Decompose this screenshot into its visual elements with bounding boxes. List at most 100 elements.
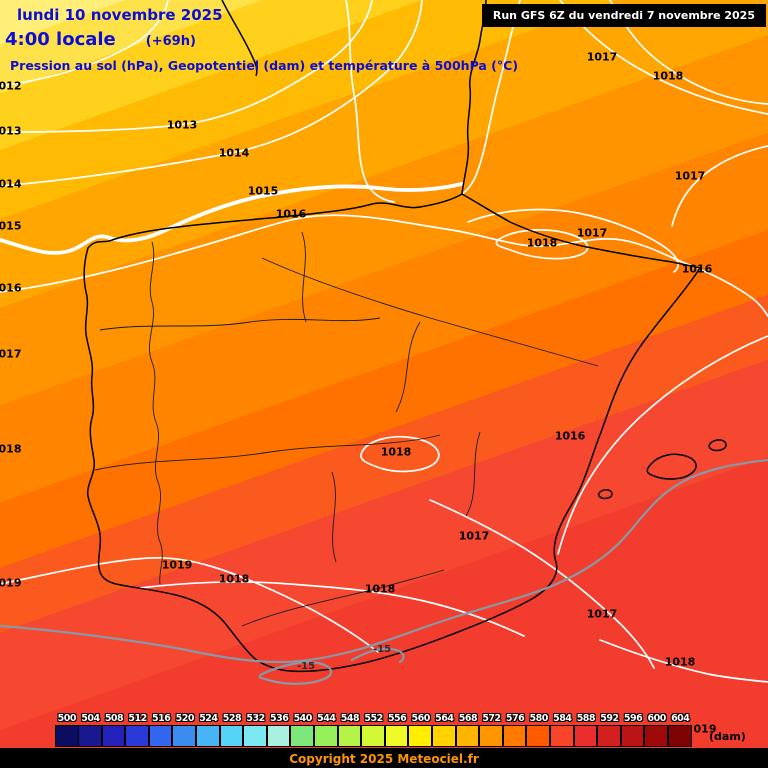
run-info-box: Run GFS 6Z du vendredi 7 novembre 2025: [481, 4, 766, 27]
scale-tick-label: 572: [482, 712, 501, 724]
scale-tick: 572: [479, 712, 504, 747]
scale-tick: 564: [432, 713, 457, 747]
scale-tick-label: 596: [623, 712, 643, 724]
scale-tick-label: 560: [411, 712, 431, 724]
scale-tick-label: 536: [269, 712, 289, 724]
scale-color-cell: [667, 725, 692, 747]
run-info-label: Run GFS 6Z du vendredi 7 novembre 2025: [492, 9, 755, 22]
scale-tick-label: 532: [246, 712, 265, 724]
scale-tick: 508: [101, 712, 126, 747]
scale-tick-label: 552: [364, 712, 383, 724]
scale-tick-label: 548: [340, 712, 360, 724]
isobar-label: 1018: [364, 582, 396, 596]
scale-tick: 592: [597, 712, 622, 747]
isobar-label: 1017: [586, 50, 618, 64]
scale-tick: 588: [573, 712, 598, 747]
scale-tick: 596: [620, 712, 645, 747]
scale-color-cell: [101, 725, 126, 747]
scale-tick-label: 512: [128, 712, 147, 724]
isobar-label: 1017: [586, 607, 618, 621]
scale-tick-label: 528: [222, 712, 242, 724]
scale-unit-label: (dam): [709, 729, 746, 743]
isobar-label: 1013: [166, 118, 198, 132]
scale-tick-label: 544: [317, 712, 336, 724]
scale-tick: 552: [361, 712, 386, 747]
scale-tick: 512: [125, 712, 150, 747]
scale-tick-label: 588: [576, 712, 596, 724]
isobar-label: 1018: [218, 572, 250, 586]
scale-tick-label: 504: [81, 712, 100, 724]
scale-tick: 584: [549, 713, 574, 747]
scale-color-cell: [384, 725, 409, 747]
scale-tick-label: 604: [671, 712, 690, 724]
scale-color-cell: [361, 725, 385, 747]
scale-tick: 568: [455, 712, 480, 747]
scale-color-cell: [432, 725, 456, 747]
scale-tick: 580: [526, 712, 551, 747]
header-block: lundi 10 novembre 2025 4:00 locale (+69h…: [0, 6, 518, 73]
time-row: 4:00 locale (+69h): [0, 29, 518, 50]
isobar-label: 1016: [554, 429, 586, 443]
scale-color-cell: [479, 725, 503, 747]
borders-rivers: [94, 231, 599, 627]
scale-color-cell: [243, 725, 267, 747]
scale-tick: 540: [290, 712, 315, 747]
scale-color-cell: [172, 725, 197, 747]
scale-tick-label: 540: [293, 712, 313, 724]
isotherm-label: -15: [296, 661, 316, 672]
scale-tick: 528: [219, 712, 244, 747]
forecast-offset-label: (+69h): [145, 34, 196, 49]
scale-tick: 500: [55, 712, 79, 747]
copyright-bar: Copyright 2025 Meteociel.fr: [0, 748, 768, 768]
scale-color-cell: [337, 725, 362, 747]
scale-color-cell: [290, 725, 315, 747]
scale-tick: 600: [644, 713, 669, 747]
scale-color-cell: [502, 725, 527, 747]
isobar-label: 1016: [681, 262, 713, 276]
scale-tick: 560: [408, 712, 433, 747]
scale-tick-label: 500: [57, 712, 77, 724]
scale-tick: 536: [266, 712, 291, 747]
isobar-label: 1016: [275, 207, 307, 221]
scale-color-cell: [55, 725, 79, 747]
scale-tick-label: 508: [104, 712, 124, 724]
scale-tick-label: 516: [152, 712, 171, 724]
isotherm-lines: [0, 458, 768, 685]
isotherm-label: -15: [372, 644, 392, 655]
scale-color-cell: [620, 725, 645, 747]
scale-tick: 604: [667, 712, 692, 747]
scale-tick-label: 580: [529, 712, 549, 724]
scale-color-cell: [314, 725, 338, 747]
scale-color-cell: [266, 725, 291, 747]
isobar-label: 016: [0, 281, 22, 295]
subtitle-label: Pression au sol (hPa), Geopotentiel (dam…: [10, 58, 519, 73]
isobar-label: 1017: [576, 226, 608, 240]
scale-tick: 516: [148, 712, 173, 747]
scale-tick-label: 568: [458, 712, 478, 724]
scale-tick: 548: [337, 712, 362, 747]
scale-tick: 524: [196, 713, 221, 747]
scale-color-cell: [125, 725, 149, 747]
color-scale-columns: 500 504 508 512 516 520 524 528 532 536 540 544 548 5…: [55, 712, 692, 747]
isobar-label: 017: [0, 347, 22, 361]
isobar-label: 012: [0, 79, 22, 93]
isobar-label: 1017: [674, 169, 706, 183]
scale-color-cell: [549, 725, 574, 747]
isobar-label: 1018: [526, 236, 558, 250]
isobar-label: 1018: [664, 655, 696, 669]
scale-tick-label: 556: [387, 712, 407, 724]
isobar-label: 014: [0, 177, 22, 191]
isobar-label: 015: [0, 219, 22, 233]
scale-color-cell: [597, 725, 621, 747]
scale-color-cell: [573, 725, 598, 747]
isobar-label: 1015: [247, 184, 279, 198]
scale-tick-label: 520: [175, 712, 195, 724]
scale-tick: 520: [172, 712, 197, 747]
scale-tick: 544: [314, 712, 339, 747]
isobar-label: 019: [693, 722, 717, 736]
scale-tick-label: 592: [600, 712, 619, 724]
scale-color-cell: [78, 725, 102, 747]
